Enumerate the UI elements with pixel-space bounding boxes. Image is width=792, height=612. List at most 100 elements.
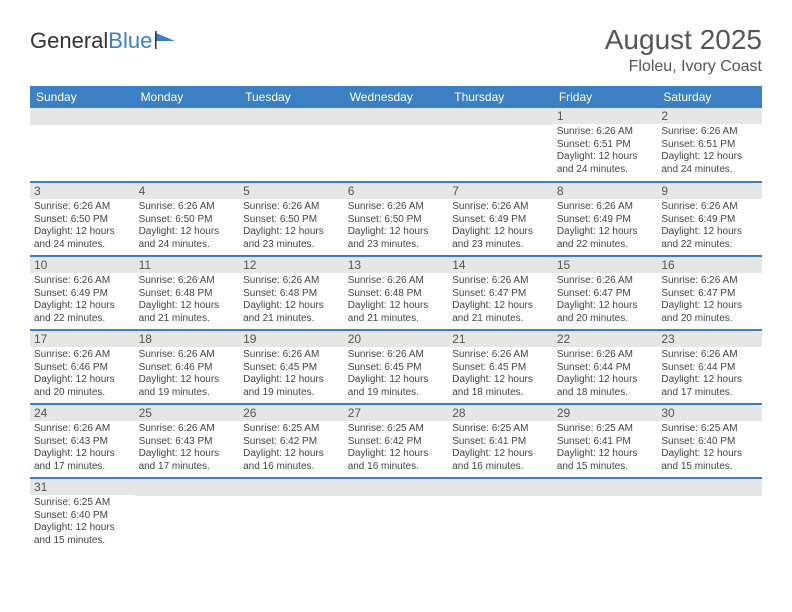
calendar-cell: 22Sunrise: 6:26 AMSunset: 6:44 PMDayligh… bbox=[553, 330, 658, 404]
sunrise-text: Sunrise: 6:26 AM bbox=[243, 349, 340, 362]
calendar-page: GeneralBlue August 2025 Floleu, Ivory Co… bbox=[0, 0, 792, 562]
day-details: Sunrise: 6:26 AMSunset: 6:48 PMDaylight:… bbox=[243, 275, 340, 325]
day-details: Sunrise: 6:26 AMSunset: 6:47 PMDaylight:… bbox=[661, 275, 758, 325]
calendar-row: 3Sunrise: 6:26 AMSunset: 6:50 PMDaylight… bbox=[30, 182, 762, 256]
calendar-cell bbox=[239, 108, 344, 182]
day-details: Sunrise: 6:26 AMSunset: 6:49 PMDaylight:… bbox=[34, 275, 131, 325]
day-details: Sunrise: 6:26 AMSunset: 6:49 PMDaylight:… bbox=[452, 201, 549, 251]
daylight-text: Daylight: 12 hours and 15 minutes. bbox=[34, 522, 131, 547]
calendar-cell: 15Sunrise: 6:26 AMSunset: 6:47 PMDayligh… bbox=[553, 256, 658, 330]
day-details: Sunrise: 6:26 AMSunset: 6:48 PMDaylight:… bbox=[139, 275, 236, 325]
sunrise-text: Sunrise: 6:25 AM bbox=[661, 423, 758, 436]
sunset-text: Sunset: 6:41 PM bbox=[557, 436, 654, 449]
calendar-cell: 19Sunrise: 6:26 AMSunset: 6:45 PMDayligh… bbox=[239, 330, 344, 404]
day-number bbox=[657, 479, 762, 496]
weekday-header: Monday bbox=[135, 86, 240, 108]
calendar-row: 1Sunrise: 6:26 AMSunset: 6:51 PMDaylight… bbox=[30, 108, 762, 182]
weekday-header: Sunday bbox=[30, 86, 135, 108]
daylight-text: Daylight: 12 hours and 17 minutes. bbox=[139, 448, 236, 473]
calendar-cell: 7Sunrise: 6:26 AMSunset: 6:49 PMDaylight… bbox=[448, 182, 553, 256]
sunset-text: Sunset: 6:47 PM bbox=[452, 288, 549, 301]
day-details: Sunrise: 6:26 AMSunset: 6:45 PMDaylight:… bbox=[348, 349, 445, 399]
daylight-text: Daylight: 12 hours and 24 minutes. bbox=[661, 151, 758, 176]
day-number bbox=[344, 479, 449, 496]
calendar-row: 31 Sunrise: 6:25 AMSunset: 6:40 PMDayligh… bbox=[30, 478, 762, 552]
sunset-text: Sunset: 6:45 PM bbox=[348, 362, 445, 375]
daylight-text: Daylight: 12 hours and 22 minutes. bbox=[557, 226, 654, 251]
day-details: Sunrise: 6:26 AMSunset: 6:47 PMDaylight:… bbox=[452, 275, 549, 325]
location: Floleu, Ivory Coast bbox=[605, 58, 762, 76]
calendar-cell: 24Sunrise: 6:26 AMSunset: 6:43 PMDayligh… bbox=[30, 404, 135, 478]
day-details: Sunrise: 6:26 AMSunset: 6:51 PMDaylight:… bbox=[661, 126, 758, 176]
sunrise-text: Sunrise: 6:25 AM bbox=[557, 423, 654, 436]
sunrise-text: Sunrise: 6:26 AM bbox=[243, 201, 340, 214]
day-number: 10 bbox=[30, 257, 135, 273]
calendar-cell: 29Sunrise: 6:25 AMSunset: 6:41 PMDayligh… bbox=[553, 404, 658, 478]
day-number bbox=[239, 108, 344, 125]
sunset-text: Sunset: 6:49 PM bbox=[661, 214, 758, 227]
daylight-text: Daylight: 12 hours and 21 minutes. bbox=[243, 300, 340, 325]
calendar-cell: 16 Sunrise: 6:26 AMSunset: 6:47 PMDayligh… bbox=[657, 256, 762, 330]
sunset-text: Sunset: 6:50 PM bbox=[34, 214, 131, 227]
day-number: 24 bbox=[30, 405, 135, 421]
sunrise-text: Sunrise: 6:26 AM bbox=[34, 349, 131, 362]
sunset-text: Sunset: 6:40 PM bbox=[34, 510, 131, 523]
sunrise-text: Sunrise: 6:26 AM bbox=[661, 201, 758, 214]
day-details: Sunrise: 6:25 AMSunset: 6:41 PMDaylight:… bbox=[557, 423, 654, 473]
sunset-text: Sunset: 6:49 PM bbox=[557, 214, 654, 227]
weekday-header: Thursday bbox=[448, 86, 553, 108]
day-number: 16 bbox=[657, 257, 762, 273]
day-details: Sunrise: 6:25 AMSunset: 6:41 PMDaylight:… bbox=[452, 423, 549, 473]
calendar-cell bbox=[344, 478, 449, 552]
sunrise-text: Sunrise: 6:26 AM bbox=[348, 275, 445, 288]
daylight-text: Daylight: 12 hours and 21 minutes. bbox=[452, 300, 549, 325]
logo-flag-icon bbox=[155, 31, 177, 49]
day-number: 3 bbox=[30, 183, 135, 199]
sunrise-text: Sunrise: 6:26 AM bbox=[348, 201, 445, 214]
sunrise-text: Sunrise: 6:26 AM bbox=[557, 201, 654, 214]
sunset-text: Sunset: 6:47 PM bbox=[557, 288, 654, 301]
day-number: 17 bbox=[30, 331, 135, 347]
calendar-cell bbox=[30, 108, 135, 182]
sunset-text: Sunset: 6:47 PM bbox=[661, 288, 758, 301]
daylight-text: Daylight: 12 hours and 23 minutes. bbox=[348, 226, 445, 251]
weekday-header: Saturday bbox=[657, 86, 762, 108]
calendar-cell: 4Sunrise: 6:26 AMSunset: 6:50 PMDaylight… bbox=[135, 182, 240, 256]
calendar-cell: 30Sunrise: 6:25 AMSunset: 6:40 PMDayligh… bbox=[657, 404, 762, 478]
day-details: Sunrise: 6:26 AMSunset: 6:48 PMDaylight:… bbox=[348, 275, 445, 325]
calendar-cell: 1Sunrise: 6:26 AMSunset: 6:51 PMDaylight… bbox=[553, 108, 658, 182]
day-number bbox=[553, 479, 658, 496]
sunset-text: Sunset: 6:42 PM bbox=[348, 436, 445, 449]
calendar-cell bbox=[239, 478, 344, 552]
calendar-cell: 6Sunrise: 6:26 AMSunset: 6:50 PMDaylight… bbox=[344, 182, 449, 256]
sunrise-text: Sunrise: 6:26 AM bbox=[34, 201, 131, 214]
daylight-text: Daylight: 12 hours and 19 minutes. bbox=[348, 374, 445, 399]
calendar-cell bbox=[135, 478, 240, 552]
day-details: Sunrise: 6:26 AMSunset: 6:47 PMDaylight:… bbox=[557, 275, 654, 325]
day-number: 9 bbox=[657, 183, 762, 199]
calendar-table: Sunday Monday Tuesday Wednesday Thursday… bbox=[30, 86, 762, 552]
sunrise-text: Sunrise: 6:25 AM bbox=[34, 497, 131, 510]
sunrise-text: Sunrise: 6:25 AM bbox=[452, 423, 549, 436]
sunset-text: Sunset: 6:42 PM bbox=[243, 436, 340, 449]
day-details: Sunrise: 6:26 AMSunset: 6:50 PMDaylight:… bbox=[243, 201, 340, 251]
calendar-cell: 10 Sunrise: 6:26 AMSunset: 6:49 PMDayligh… bbox=[30, 256, 135, 330]
sunrise-text: Sunrise: 6:26 AM bbox=[139, 349, 236, 362]
daylight-text: Daylight: 12 hours and 20 minutes. bbox=[34, 374, 131, 399]
sunset-text: Sunset: 6:50 PM bbox=[348, 214, 445, 227]
daylight-text: Daylight: 12 hours and 24 minutes. bbox=[34, 226, 131, 251]
sunrise-text: Sunrise: 6:26 AM bbox=[661, 275, 758, 288]
daylight-text: Daylight: 12 hours and 16 minutes. bbox=[452, 448, 549, 473]
day-number: 31 bbox=[30, 479, 135, 495]
day-number: 5 bbox=[239, 183, 344, 199]
calendar-cell: 20Sunrise: 6:26 AMSunset: 6:45 PMDayligh… bbox=[344, 330, 449, 404]
daylight-text: Daylight: 12 hours and 17 minutes. bbox=[661, 374, 758, 399]
day-details: Sunrise: 6:25 AMSunset: 6:40 PMDaylight:… bbox=[661, 423, 758, 473]
daylight-text: Daylight: 12 hours and 15 minutes. bbox=[661, 448, 758, 473]
sunrise-text: Sunrise: 6:26 AM bbox=[661, 126, 758, 139]
sunset-text: Sunset: 6:44 PM bbox=[557, 362, 654, 375]
day-details: Sunrise: 6:26 AMSunset: 6:50 PMDaylight:… bbox=[348, 201, 445, 251]
sunset-text: Sunset: 6:45 PM bbox=[243, 362, 340, 375]
sunrise-text: Sunrise: 6:26 AM bbox=[661, 349, 758, 362]
calendar-cell: 21Sunrise: 6:26 AMSunset: 6:45 PMDayligh… bbox=[448, 330, 553, 404]
